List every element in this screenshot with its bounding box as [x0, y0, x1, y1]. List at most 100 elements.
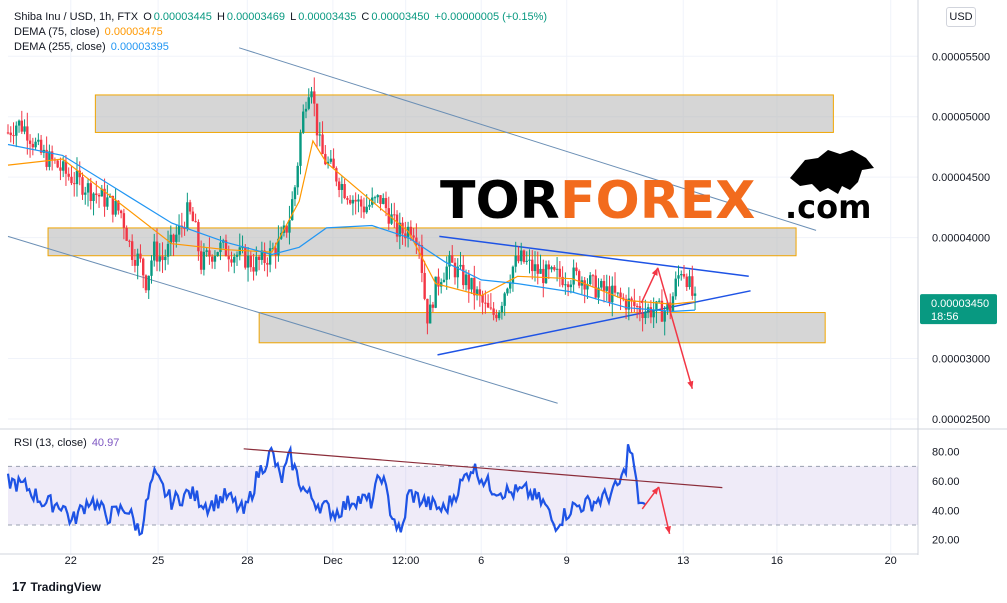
- price-trend-line: [7, 235, 558, 404]
- x-tick-label: 16: [771, 555, 783, 567]
- candle-body: [440, 282, 443, 287]
- candle-body: [470, 277, 473, 290]
- candle-body: [542, 268, 545, 284]
- candle-body: [586, 284, 589, 290]
- candle-body: [346, 198, 349, 200]
- tradingview-logo-icon: 17: [12, 579, 27, 594]
- candle-body: [633, 300, 636, 306]
- legend-rsi[interactable]: RSI (13, close) 40.97: [14, 436, 121, 450]
- dema75-line: [7, 139, 696, 305]
- candle-body: [164, 256, 167, 261]
- candle-body: [359, 199, 363, 207]
- tradingview-logo[interactable]: 17 TradingView: [12, 579, 101, 594]
- candle-body: [177, 225, 181, 235]
- forecast-arrow-line: [657, 267, 694, 389]
- x-tick-label: 20: [885, 555, 897, 567]
- candle-body: [547, 264, 551, 270]
- candle-body: [194, 221, 197, 223]
- forecast-arrows: [640, 267, 694, 389]
- candle-body: [266, 262, 269, 265]
- legend-o-val: 0.00003445: [153, 11, 212, 23]
- candle-body: [390, 214, 393, 224]
- candle-body: [227, 256, 230, 260]
- candle-body: [588, 275, 592, 285]
- candle-body: [437, 276, 440, 287]
- candle-body: [619, 292, 622, 298]
- candle-body: [594, 275, 597, 298]
- y-tick-label: 0.00003000: [932, 354, 990, 366]
- candle-body: [186, 202, 189, 230]
- candle-body: [680, 274, 683, 276]
- candle-body: [208, 250, 211, 257]
- candle-body: [382, 198, 385, 204]
- candle-body: [553, 267, 556, 270]
- candle-body: [663, 310, 666, 322]
- candle-body: [197, 222, 200, 252]
- candle-body: [175, 234, 178, 242]
- time-axis[interactable]: 22 25 28 Dec 12:00 6 9 13 16 20: [65, 555, 897, 567]
- candle-body: [332, 158, 335, 169]
- candle-body: [495, 314, 498, 319]
- candle-body: [611, 285, 614, 303]
- candle-body: [324, 153, 327, 165]
- x-tick-label: 6: [478, 555, 484, 567]
- candle-body: [428, 304, 432, 324]
- candle-body: [277, 238, 280, 256]
- candle-body: [520, 250, 523, 262]
- candle-body: [511, 266, 515, 284]
- candle-body: [497, 312, 501, 319]
- candle-body: [271, 248, 275, 250]
- candle-body: [119, 210, 123, 214]
- candle-body: [459, 264, 462, 267]
- forecast-arrow-head: [664, 525, 671, 534]
- candle-body: [373, 197, 377, 199]
- legend-dema75[interactable]: DEMA (75, close) 0.00003475: [14, 25, 165, 39]
- candle-body: [340, 184, 344, 190]
- candle-body: [666, 302, 669, 311]
- candle-body: [379, 195, 382, 204]
- candle-body: [70, 176, 73, 184]
- legend-change: +0.00000005 (+0.15%): [434, 11, 548, 23]
- price-axis[interactable]: 0.00005500 0.00005000 0.00004500 0.00004000…: [0, 0, 1007, 555]
- candle-body: [59, 167, 62, 171]
- candle-body: [337, 181, 341, 190]
- candle-body: [605, 286, 608, 291]
- x-tick-label: 9: [564, 555, 570, 567]
- candle-body: [50, 151, 54, 160]
- candle-body: [508, 283, 512, 289]
- candle-body: [630, 298, 633, 301]
- candle-body: [136, 253, 139, 266]
- legend-symbol[interactable]: Shiba Inu / USD, 1h, FTX: [14, 11, 139, 23]
- candle-body: [536, 264, 539, 274]
- watermark-tor: TOR: [440, 171, 560, 231]
- candle-body: [478, 289, 482, 295]
- candle-body: [246, 255, 250, 268]
- candle-body: [224, 240, 228, 257]
- candle-body: [153, 241, 156, 261]
- candle-body: [624, 299, 628, 310]
- candle-body: [26, 126, 29, 141]
- rsi-tick-label: 20.00: [932, 535, 960, 547]
- candle-body: [489, 307, 493, 309]
- candle-body: [464, 274, 468, 286]
- rsi-panel: 80.00 60.00 40.00 20.00: [6, 444, 960, 547]
- candle-body: [315, 103, 319, 136]
- currency-button[interactable]: USD: [946, 7, 976, 27]
- candle-body: [213, 255, 217, 262]
- candle-body: [473, 277, 476, 296]
- watermark-forex: FOREX: [560, 171, 755, 231]
- candle-body: [635, 305, 639, 307]
- legend-dema255[interactable]: DEMA (255, close) 0.00003395: [14, 40, 171, 54]
- candle-body: [393, 214, 396, 216]
- candle-body: [655, 301, 658, 312]
- candle-body: [528, 259, 531, 261]
- candle-body: [475, 289, 479, 296]
- candle-body: [492, 308, 495, 315]
- watermark-domain: .com: [785, 188, 871, 226]
- candle-body: [257, 256, 261, 260]
- candle-body: [550, 267, 553, 270]
- candle-body: [321, 134, 324, 154]
- candle-body: [188, 202, 192, 212]
- candle-body: [384, 198, 388, 209]
